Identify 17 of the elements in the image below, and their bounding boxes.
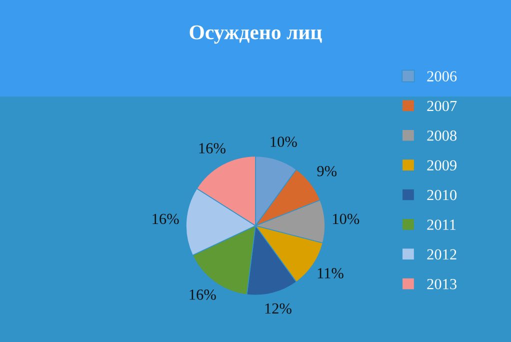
chart-title: Осуждено лиц <box>190 25 322 44</box>
data-label: 9% <box>317 166 337 176</box>
legend-label: 2010 <box>427 190 457 200</box>
data-label: 12% <box>265 303 292 314</box>
legend-label: 2012 <box>427 249 456 260</box>
legend-label: 2011 <box>427 220 456 230</box>
data-label: 10% <box>270 136 297 147</box>
data-label: 16% <box>190 290 216 300</box>
legend-label: 2007 <box>427 100 457 112</box>
legend-label: 2008 <box>427 130 457 141</box>
data-label: 10% <box>333 214 360 224</box>
legend-label: 2009 <box>427 160 456 171</box>
legend-label: 2013 <box>427 278 457 290</box>
data-label: 11% <box>318 268 344 278</box>
data-label: 16% <box>199 143 226 154</box>
legend-label: 2006 <box>427 71 457 82</box>
data-label: 16% <box>152 214 179 224</box>
